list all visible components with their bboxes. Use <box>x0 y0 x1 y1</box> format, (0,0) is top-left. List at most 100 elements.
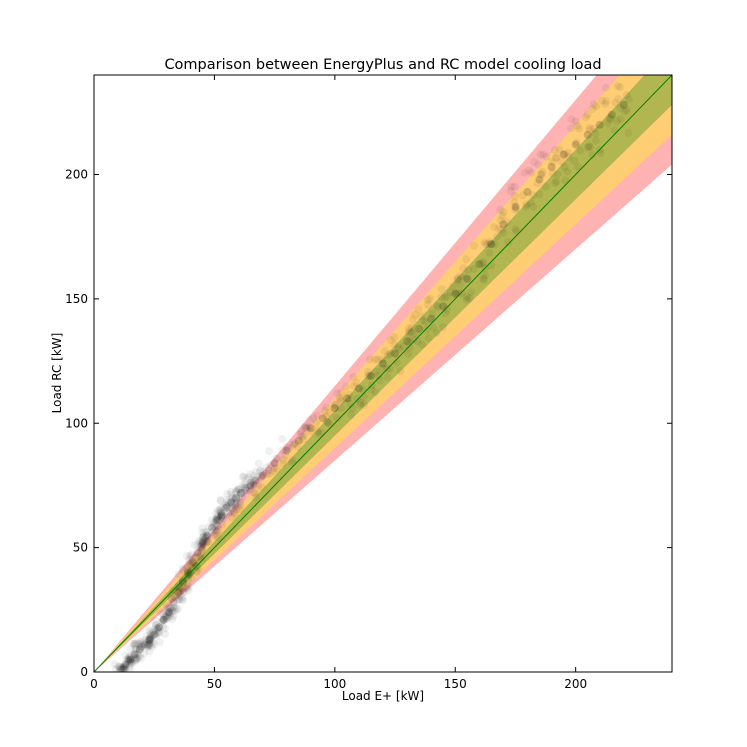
scatter-point <box>330 403 339 412</box>
scatter-point <box>249 480 258 488</box>
scatter-point <box>269 467 278 476</box>
scatter-point <box>449 282 458 290</box>
scatter-point <box>184 582 193 591</box>
scatter-point <box>281 451 290 460</box>
scatter-point <box>224 501 233 509</box>
scatter-point <box>195 543 204 552</box>
scatter-point <box>168 606 177 615</box>
scatter-point <box>138 642 147 651</box>
scatter-point <box>178 595 186 604</box>
scatter-point <box>215 515 224 524</box>
scatter-point <box>535 175 544 184</box>
scatter-point <box>187 561 195 570</box>
scatter-point <box>131 656 140 665</box>
scatter-point <box>300 422 309 431</box>
scatter-point <box>322 417 331 426</box>
scatter-point <box>567 115 576 124</box>
scatter-point <box>202 532 210 541</box>
scatter-point <box>591 136 600 145</box>
x-tick-label: 50 <box>207 677 222 691</box>
scatter-point <box>403 337 412 346</box>
scatter-point <box>149 627 158 636</box>
scatter-point <box>583 110 592 119</box>
scatter-point <box>161 612 170 621</box>
scatter-point <box>233 494 242 503</box>
scatter-point <box>337 403 345 412</box>
scatter-point <box>480 238 489 247</box>
scatter-point <box>150 630 159 639</box>
scatter-point <box>464 266 473 275</box>
y-tick-label: 150 <box>65 292 88 306</box>
scatter-point <box>164 607 172 616</box>
scatter-point <box>325 408 334 417</box>
scatter-point <box>160 612 169 621</box>
scatter-point <box>523 187 532 196</box>
scatter-point <box>484 239 493 248</box>
scatter-point <box>309 414 318 423</box>
scatter-point <box>405 324 413 333</box>
scatter-point <box>573 121 582 130</box>
scatter-point <box>230 510 239 518</box>
scatter-point <box>254 481 263 490</box>
scatter-point <box>125 651 134 660</box>
scatter-point <box>232 486 241 495</box>
scatter-point <box>159 615 168 624</box>
scatter-point <box>536 150 545 159</box>
scatter-point <box>176 590 185 599</box>
scatter-point <box>151 621 160 630</box>
scatter-point <box>208 523 216 532</box>
scatter-point <box>200 533 209 542</box>
scatter-point <box>424 333 433 342</box>
scatter-point <box>265 469 274 478</box>
scatter-point <box>239 480 248 489</box>
scatter-point <box>138 638 147 647</box>
scatter-point <box>120 663 129 672</box>
scatter-point <box>359 393 368 402</box>
x-tick-label: 200 <box>564 677 587 691</box>
scatter-point <box>145 640 154 649</box>
scatter-point <box>433 303 442 312</box>
scatter-point <box>583 143 592 152</box>
y-axis-label: Load RC [kW] <box>50 333 64 414</box>
scatter-point <box>592 102 601 111</box>
scatter-point <box>300 431 308 440</box>
scatter-point <box>132 654 141 663</box>
scatter-point <box>212 515 221 524</box>
scatter-point <box>240 480 249 489</box>
scatter-point <box>212 509 221 518</box>
scatter-point <box>114 662 123 671</box>
scatter-point <box>520 168 529 177</box>
scatter-point <box>215 506 224 514</box>
scatter-point <box>586 143 595 152</box>
scatter-point <box>219 503 228 512</box>
scatter-point <box>313 411 322 420</box>
scatter-point <box>404 329 413 338</box>
scatter-point <box>130 650 139 659</box>
scatter-point <box>238 472 247 481</box>
scatter-point <box>234 484 243 493</box>
scatter-point <box>588 105 597 114</box>
scatter-point <box>423 295 432 304</box>
scatter-point <box>335 394 344 402</box>
scatter-point <box>149 631 158 640</box>
scatter-point <box>265 447 273 456</box>
scatter-point <box>522 202 531 211</box>
scatter-point <box>226 497 235 506</box>
chart-title: Comparison between EnergyPlus and RC mod… <box>164 57 601 73</box>
scatter-point <box>210 531 219 540</box>
scatter-point <box>529 191 538 200</box>
scatter-point <box>119 665 128 672</box>
scatter-point <box>197 542 206 551</box>
scatter-point <box>203 527 212 536</box>
scatter-point <box>322 412 330 421</box>
scatter-point <box>596 149 605 158</box>
scatter-point <box>278 446 287 455</box>
scatter-point <box>454 289 463 298</box>
scatter-point <box>212 522 221 531</box>
scatter-point <box>530 157 539 166</box>
scatter-point <box>182 552 191 561</box>
scatter-point <box>179 578 188 587</box>
scatter-point <box>377 355 386 364</box>
scatter-point <box>288 456 297 465</box>
scatter-point <box>213 522 222 531</box>
